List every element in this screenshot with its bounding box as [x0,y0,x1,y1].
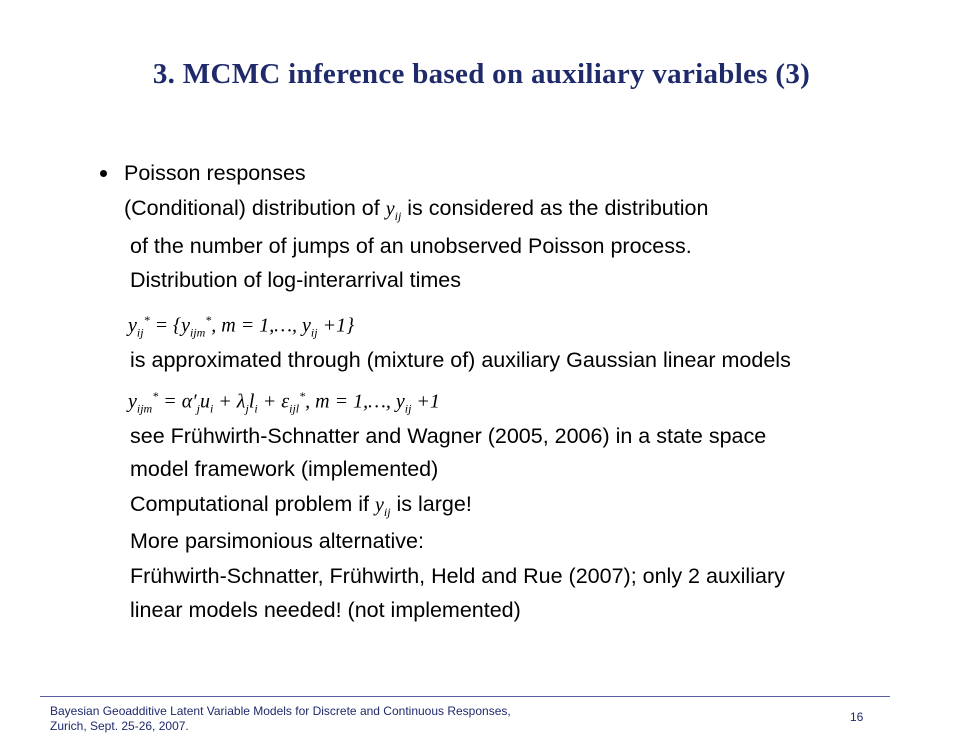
slide-title: 3. MCMC inference based on auxiliary var… [152,58,811,90]
line-conditional-distribution: (Conditional) distribution of yij is con… [124,195,708,229]
page-number: 16 [850,710,864,724]
equation-set-definition: yij* = {yijm*, m = 1,…, yij +1} [128,313,355,340]
equation-linear-model: yijm* = α′jui + λjli + εijl*, m = 1,…, y… [128,389,440,416]
line-fruhwirth-held-rue: Frühwirth-Schnatter, Frühwirth, Held and… [130,564,785,588]
bullet-heading: Poisson responses [124,161,306,185]
footer-divider [40,696,890,697]
line-number-of-jumps: of the number of jumps of an unobserved … [130,234,692,258]
bullet-dot [100,170,107,177]
line-model-framework: model framework (implemented) [130,457,439,481]
line-linear-models-needed: linear models needed! (not implemented) [130,598,521,622]
line-log-interarrival: Distribution of log-interarrival times [130,268,461,292]
line1-suffix: is considered as the distribution [401,196,709,220]
y-ij-math: yij [385,198,402,223]
footer-citation: Bayesian Geoadditive Latent Variable Mod… [50,704,511,733]
y-ij-math-2: yij [374,494,391,519]
line1-prefix: (Conditional) distribution of [124,196,386,220]
line-approximated: is approximated through (mixture of) aux… [130,348,791,372]
line-fruhwirth-schnatter-wagner: see Frühwirth-Schnatter and Wagner (2005… [130,424,767,448]
line-parsimonious-alternative: More parsimonious alternative: [130,529,424,553]
line-computational-problem: Computational problem if yij is large! [130,492,472,519]
